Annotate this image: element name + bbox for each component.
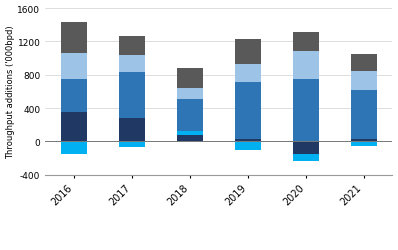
Bar bbox=[119, 73, 145, 118]
Bar bbox=[177, 135, 203, 142]
Bar bbox=[61, 142, 87, 154]
Bar bbox=[177, 131, 203, 135]
Bar bbox=[119, 142, 145, 148]
Bar bbox=[235, 83, 261, 139]
Bar bbox=[351, 142, 377, 146]
Bar bbox=[351, 139, 377, 142]
Bar bbox=[351, 71, 377, 90]
Bar bbox=[293, 52, 319, 80]
Bar bbox=[293, 33, 319, 52]
Bar bbox=[351, 90, 377, 139]
Bar bbox=[293, 80, 319, 142]
Bar bbox=[61, 80, 87, 113]
Bar bbox=[235, 64, 261, 83]
Bar bbox=[119, 36, 145, 56]
Bar bbox=[293, 142, 319, 154]
Bar bbox=[177, 89, 203, 100]
Bar bbox=[293, 154, 319, 161]
Bar bbox=[119, 118, 145, 142]
Bar bbox=[119, 56, 145, 73]
Bar bbox=[61, 54, 87, 80]
Bar bbox=[61, 113, 87, 142]
Bar bbox=[235, 139, 261, 142]
Bar bbox=[177, 69, 203, 89]
Bar bbox=[235, 142, 261, 150]
Bar bbox=[61, 23, 87, 54]
Bar bbox=[235, 40, 261, 64]
Y-axis label: Throughput additions ('000bpd): Throughput additions ('000bpd) bbox=[6, 26, 15, 158]
Bar bbox=[177, 100, 203, 131]
Bar bbox=[351, 55, 377, 71]
